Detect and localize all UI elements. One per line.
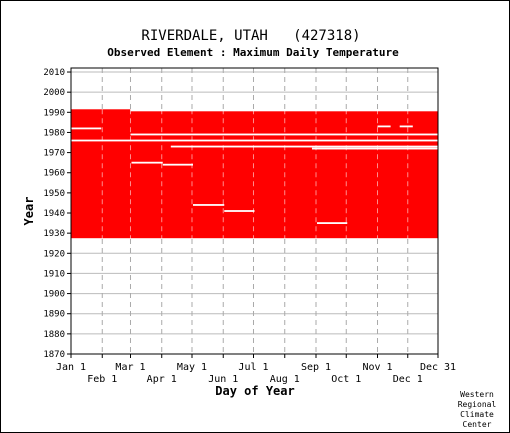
y-tick-label: 1990 [43,108,65,118]
gridline-overlay [101,109,409,239]
y-tick-label: 1890 [43,310,65,320]
missing-data-segment [224,210,255,212]
y-tick-label: 1870 [43,350,65,360]
x-tick-label-top: Jul 1 [238,362,268,373]
chart-title: RIVERDALE, UTAH (427318) [141,28,360,44]
x-axis: Jan 1 Mar 1 May 1 Jul 1 Sep 1 Nov 1 Dec 31 Feb … [56,354,456,385]
x-tick-label-bottom: Feb 1 [87,374,117,385]
y-tick-label: 1960 [43,169,65,179]
missing-data-segment [170,145,439,148]
x-tick-label-top: Nov 1 [362,362,392,373]
x-tick-label-bottom: Oct 1 [331,374,361,385]
y-tick-label: 1880 [43,330,65,340]
missing-data-segment [377,125,391,128]
y-tick-label: 1950 [43,189,65,199]
data-records [71,109,438,239]
missing-data-segment [130,133,438,136]
data-record-block [130,111,438,239]
chart-subtitle: Observed Element : Maximum Daily Tempera… [107,46,399,59]
x-tick-label-top: Mar 1 [115,362,145,373]
y-axis-label: Year [22,197,36,226]
missing-data [71,125,439,224]
x-tick-label-bottom: Apr 1 [147,374,177,385]
x-tick-label-bottom: Jun 1 [208,374,238,385]
missing-data-segment [399,125,413,128]
missing-data-segment [311,147,438,150]
x-tick-label-top: Jan 1 [56,362,86,373]
data-record-block [71,109,131,239]
y-tick-label: 1940 [43,209,65,219]
missing-data-segment [131,161,163,164]
y-tick-label: 2010 [43,68,65,78]
y-tick-label: 1970 [43,149,65,159]
y-tick-label: 1900 [43,290,65,300]
x-tick-label-top: May 1 [177,362,207,373]
missing-data-segment [192,204,225,206]
y-tick-label: 1920 [43,249,65,259]
footer-line: Center [463,420,492,429]
y-axis: 1870 1880 1890 1900 1910 1920 1930 1940 1950 1960… [43,68,71,360]
y-tick-label: 1980 [43,128,65,138]
missing-data-segment [71,127,102,130]
x-tick-label-bottom: Aug 1 [270,374,300,385]
footer-line: Regional [458,400,497,409]
footer-line: Climate [460,410,494,419]
missing-data-segment [71,139,438,142]
x-tick-label-bottom: Dec 1 [393,374,423,385]
y-tick-label: 1930 [43,229,65,239]
x-tick-label-top: Dec 31 [420,362,456,373]
missing-data-segment [162,163,193,166]
footer-line: Western [460,390,494,399]
y-tick-label: 1910 [43,269,65,279]
plot-border [70,67,439,355]
x-tick-label-top: Sep 1 [301,362,331,373]
y-tick-label: 2000 [43,88,65,98]
x-axis-label: Day of Year [215,384,294,398]
missing-data-segment [317,222,348,224]
